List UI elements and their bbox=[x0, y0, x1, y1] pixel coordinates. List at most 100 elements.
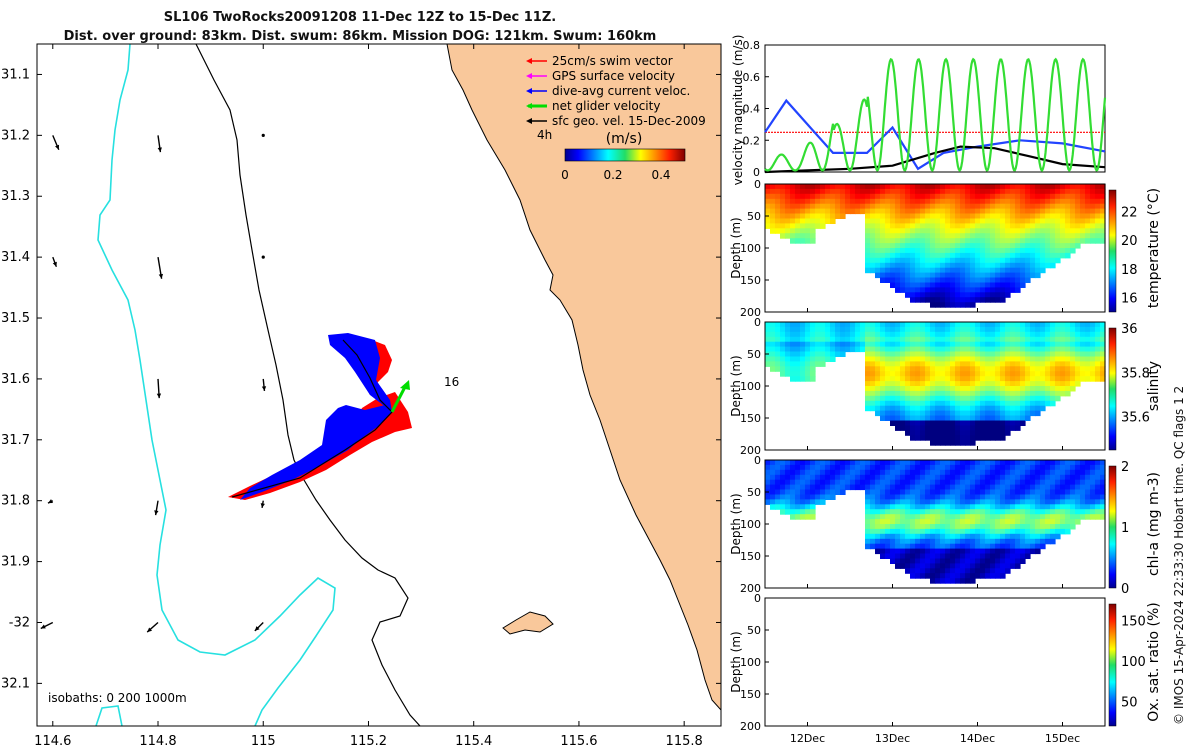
geo-velocity-arrow bbox=[156, 378, 162, 399]
colorbar-tick-label: 18 bbox=[1121, 263, 1138, 278]
geo-velocity-arrow bbox=[261, 378, 267, 391]
title-line-2: Dist. over ground: 83km. Dist. swum: 86k… bbox=[63, 29, 657, 44]
geo-velocity-arrow bbox=[254, 621, 264, 632]
chart-title: SL106 TwoRocks20091208 11-Dec 12Z to 15-… bbox=[0, 8, 720, 46]
depth-tick-label: 0 bbox=[754, 454, 761, 467]
credit-line: © IMOS 15-Apr-2024 22:33:30 Hobart time.… bbox=[1172, 385, 1186, 725]
map-y-tick-label: 31.4 bbox=[1, 250, 30, 265]
isobath-200m bbox=[195, 44, 421, 726]
legend-label: net glider velocity bbox=[552, 99, 660, 113]
section-plot-background bbox=[765, 598, 1105, 726]
map-x-tick-label: 115.8 bbox=[666, 734, 703, 749]
velocity-y-label: velocity magnitude (m/s) bbox=[731, 35, 745, 186]
colorbar-units-label: (m/s) bbox=[606, 131, 643, 147]
depth-tick-label: 150 bbox=[740, 550, 761, 563]
map-x-tick-label: 115.2 bbox=[350, 734, 387, 749]
geo-velocity-arrow bbox=[40, 621, 54, 630]
map-y-tick-label: 31.8 bbox=[1, 494, 30, 509]
map-y-tick-label: -32 bbox=[9, 615, 30, 630]
legend-entry: 25cm/s swim vector bbox=[526, 54, 673, 68]
depth-tick-label: 200 bbox=[740, 582, 761, 595]
temperature-colorbar bbox=[1108, 189, 1117, 313]
depth-tick-label: 0 bbox=[754, 178, 761, 191]
legend-entry: dive-avg current veloc. bbox=[526, 84, 690, 98]
legend-label: sfc geo. vel. 15-Dec-2009 bbox=[552, 114, 706, 128]
geo-velocity-arrow bbox=[260, 500, 265, 509]
depth-axis-label: Depth (m) bbox=[729, 493, 743, 554]
date-tick-label: 12Dec bbox=[790, 732, 825, 745]
velocity-series-line bbox=[764, 57, 1107, 173]
map-x-tick-label: 115.4 bbox=[455, 734, 492, 749]
depth-tick-label: 50 bbox=[747, 210, 761, 223]
isobath-1000m-b bbox=[95, 705, 123, 726]
salinity-colorbar-label: salinity bbox=[1146, 361, 1162, 411]
net-velocity-arrow bbox=[390, 384, 408, 413]
depth-tick-label: 0 bbox=[754, 316, 761, 329]
geo-velocity-arrow bbox=[157, 135, 162, 153]
map-colorbar-tick-label: 0 bbox=[561, 168, 569, 182]
map-y-tick-label: 31.3 bbox=[1, 189, 30, 204]
legend-entry: sfc geo. vel. 15-Dec-2009 bbox=[526, 114, 706, 128]
colorbar-tick-label: 0 bbox=[1121, 582, 1129, 597]
map-y-tick-label: 31.5 bbox=[1, 311, 30, 326]
depth-axis-label: Depth (m) bbox=[729, 631, 743, 692]
map-y-tick-label: 32.1 bbox=[1, 676, 30, 691]
map-x-tick-label: 115.6 bbox=[560, 734, 597, 749]
depth-tick-label: 200 bbox=[740, 444, 761, 457]
geo-velocity-arrow bbox=[157, 257, 164, 279]
velocity-y-tick-label: 0.2 bbox=[743, 134, 761, 147]
depth-tick-label: 100 bbox=[740, 242, 761, 255]
depth-axis-label: Depth (m) bbox=[729, 217, 743, 278]
colorbar-tick-label: 2 bbox=[1121, 460, 1129, 475]
current-vector-fan bbox=[240, 405, 392, 500]
colorbar-tick-label: 35.8 bbox=[1121, 366, 1150, 381]
map-colorbar-tick-label: 0.4 bbox=[651, 168, 670, 182]
colorbar-tick-label: 50 bbox=[1121, 696, 1138, 711]
map-x-tick-label: 114.8 bbox=[139, 734, 176, 749]
colorbar-tick-label: 150 bbox=[1121, 614, 1146, 629]
legend-arrowhead bbox=[526, 88, 532, 94]
velocity-panel: 0 0.2 0.4 0.6 0.8 velocity magnitude (m/s) bbox=[731, 35, 1107, 186]
temperature-section-panel: 0 50 100 150 200 Depth (m) 22 20 18 16 temperature… bbox=[729, 178, 1162, 319]
island bbox=[502, 611, 554, 635]
legend-label: GPS surface velocity bbox=[552, 69, 675, 83]
isobath-1000m bbox=[97, 44, 336, 726]
legend-arrowhead bbox=[526, 73, 532, 79]
day-marker-label: 16 bbox=[444, 375, 459, 389]
map-y-tick-label: 31.7 bbox=[1, 433, 30, 448]
temperature-section-cells bbox=[765, 184, 1106, 308]
colorbar-tick-label: 35.6 bbox=[1121, 411, 1150, 426]
map-colorbar bbox=[564, 148, 686, 162]
legend-arrowhead bbox=[526, 118, 532, 124]
map-colorbar-tick-label: 0.2 bbox=[603, 168, 622, 182]
legend-entry: net glider velocity bbox=[526, 99, 660, 113]
geo-velocity-arrow bbox=[261, 255, 265, 259]
map-axes: 114.6 114.8 115 115.2 115.4 115.6 115.8 31.1 31.… bbox=[1, 44, 721, 749]
depth-tick-label: 200 bbox=[740, 306, 761, 319]
colorbar-tick-label: 16 bbox=[1121, 292, 1138, 307]
velocity-y-tick-label: 0.6 bbox=[743, 71, 761, 84]
colorbar-tick-label: 100 bbox=[1121, 655, 1146, 670]
salinity-section-cells bbox=[765, 322, 1106, 446]
net-velocity-arrowhead bbox=[400, 380, 410, 390]
velocity-series-line bbox=[764, 98, 1106, 171]
oxygen-colorbar-label: Ox. sat. ratio (%) bbox=[1146, 602, 1162, 721]
glider-track bbox=[228, 333, 412, 500]
colorbar-tick-label: 22 bbox=[1121, 206, 1138, 221]
temperature-colorbar-label: temperature (°C) bbox=[1146, 188, 1162, 308]
land-mass bbox=[446, 44, 721, 711]
map-x-tick-label: 115 bbox=[251, 734, 276, 749]
map-y-tick-label: 31.1 bbox=[1, 67, 30, 82]
geo-velocity-arrow bbox=[52, 135, 60, 151]
depth-tick-label: 150 bbox=[740, 688, 761, 701]
velocity-series bbox=[764, 57, 1107, 174]
chl-a-section-panel: 0 50 100 150 200 Depth (m) 2 1 0 chl-a (mg m-3) bbox=[729, 454, 1162, 597]
depth-tick-label: 0 bbox=[754, 592, 761, 605]
depth-tick-label: 50 bbox=[747, 624, 761, 637]
geo-velocity-arrow bbox=[52, 256, 58, 267]
map-x-tick-label: 114.6 bbox=[34, 734, 71, 749]
depth-tick-label: 200 bbox=[740, 720, 761, 733]
chl-a-colorbar bbox=[1108, 465, 1117, 589]
